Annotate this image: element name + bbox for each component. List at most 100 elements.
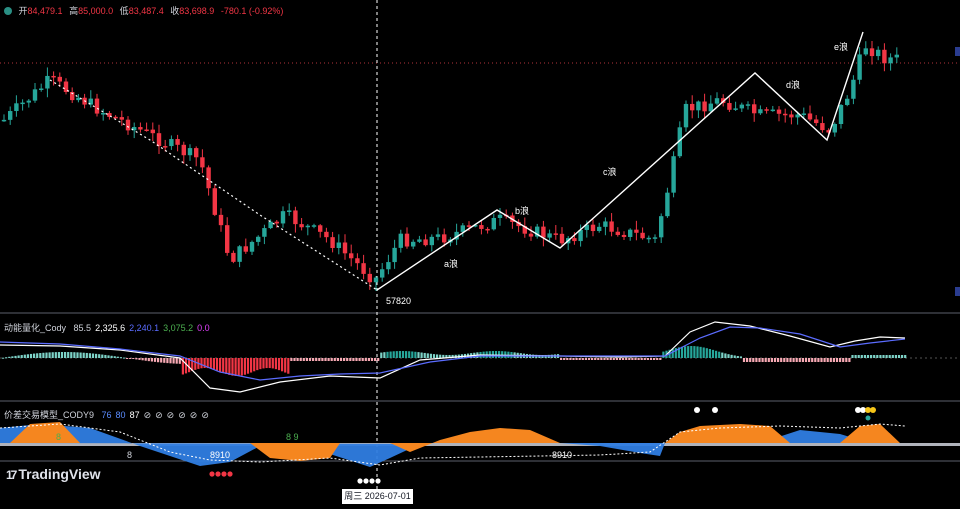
momentum-bar-138 xyxy=(429,353,432,358)
candle-body-113 xyxy=(702,101,707,112)
wave-e-label: e浪 xyxy=(834,41,848,52)
momentum-bar-102 xyxy=(318,358,321,361)
momentum-bar-28 xyxy=(88,353,91,358)
momentum-bar-0 xyxy=(2,357,5,359)
candle-body-110 xyxy=(683,103,689,128)
candle-body-47 xyxy=(293,210,298,225)
momentum-bar-45 xyxy=(141,358,144,361)
momentum-bar-248 xyxy=(770,358,773,362)
momentum-bar-130 xyxy=(405,351,408,358)
candle-body-62 xyxy=(386,262,391,270)
candle-body-97 xyxy=(603,221,608,227)
momentum-bar-104 xyxy=(324,358,327,361)
momentum-bar-287 xyxy=(891,355,894,358)
candle-body-118 xyxy=(733,108,738,110)
wave-d-label: d浪 xyxy=(786,79,800,90)
orange-area-1 xyxy=(10,422,80,443)
momentum-bar-226 xyxy=(702,347,705,358)
momentum-bar-220 xyxy=(684,346,687,358)
momentum-bar-17 xyxy=(54,352,57,358)
momentum-bar-286 xyxy=(888,355,891,358)
momentum-bar-289 xyxy=(897,355,901,358)
momentum-bar-62 xyxy=(194,358,197,370)
close-value: 83,698.9 xyxy=(179,6,215,16)
momentum-bar-76 xyxy=(237,358,240,376)
chart-marks xyxy=(209,407,876,484)
candle-body-42 xyxy=(262,228,267,237)
momentum-bar-211 xyxy=(656,358,659,360)
momentum-bar-238 xyxy=(739,356,742,358)
tradingview-logo: 17 TradingView xyxy=(6,466,101,482)
high-label: 高 xyxy=(69,6,79,16)
indicator1-value-4: 0.0 xyxy=(197,323,210,333)
spread-annotation-4: 8910 xyxy=(552,450,572,460)
signal-dot-yellow-0 xyxy=(865,407,871,413)
candle-body-140 xyxy=(869,48,875,57)
indicator1-value-1: 2,325.6 xyxy=(95,323,126,333)
orange-area-2 xyxy=(250,443,340,461)
momentum-bar-247 xyxy=(767,358,770,362)
candle-body-115 xyxy=(714,98,720,104)
indicator2-legend[interactable]: 价差交易模型_CODY9 76 80 87 ⊘ ⊘ ⊘ ⊘ ⊘ ⊘ xyxy=(4,408,213,421)
momentum-bar-66 xyxy=(206,358,209,369)
change-value: -780.1 (-0.92%) xyxy=(220,6,284,16)
candle-body-1 xyxy=(8,111,13,120)
chart-grid xyxy=(0,0,960,489)
momentum-bar-145 xyxy=(451,354,454,358)
momentum-bar-227 xyxy=(705,348,708,358)
momentum-bar-259 xyxy=(804,358,808,362)
signal-dot-white-b-0 xyxy=(855,407,861,413)
momentum-bar-230 xyxy=(715,350,718,358)
momentum-bar-93 xyxy=(290,358,293,361)
momentum-bar-240 xyxy=(746,358,749,362)
momentum-bar-84 xyxy=(262,358,265,369)
momentum-bar-16 xyxy=(51,352,54,358)
candle-body-112 xyxy=(696,101,701,111)
candle-body-83 xyxy=(516,221,521,227)
spread-annotation-0: 8 xyxy=(56,432,61,442)
momentum-bar-285 xyxy=(885,355,888,358)
signal-dot-white-b-1 xyxy=(860,407,866,413)
candle-body-102 xyxy=(634,229,639,233)
momentum-bar-135 xyxy=(420,352,423,358)
momentum-bar-108 xyxy=(336,358,339,361)
momentum-bar-143 xyxy=(445,354,448,358)
momentum-bar-92 xyxy=(287,358,290,374)
momentum-bar-50 xyxy=(157,358,160,363)
candle-body-134 xyxy=(832,123,837,133)
indicator1-legend[interactable]: 动能量化_Cody 85.5 2,325.6 2,240.1 3,075.2 0.0 xyxy=(4,321,214,334)
momentum-bar-38 xyxy=(119,357,122,359)
momentum-bar-126 xyxy=(392,351,395,358)
momentum-bar-205 xyxy=(637,358,640,360)
momentum-bar-95 xyxy=(296,358,299,361)
candle-body-94 xyxy=(584,224,589,230)
momentum-bar-114 xyxy=(355,358,358,361)
momentum-bar-41 xyxy=(129,358,132,359)
momentum-bar-56 xyxy=(175,358,178,364)
momentum-bar-103 xyxy=(321,358,324,361)
momentum-bar-260 xyxy=(808,358,811,362)
signal-dot-yellow-1 xyxy=(870,407,876,413)
momentum-bar-100 xyxy=(312,358,315,361)
crosshair-date-label: 周三 2026-07-01 xyxy=(342,489,413,504)
momentum-bar-44 xyxy=(138,358,141,360)
momentum-bar-51 xyxy=(160,358,163,363)
momentum-bar-52 xyxy=(163,358,166,363)
signal-dot-white-0 xyxy=(694,407,700,413)
momentum-bar-162 xyxy=(504,351,507,358)
momentum-bar-185 xyxy=(575,358,578,360)
momentum-bar-42 xyxy=(132,358,135,359)
momentum-bar-64 xyxy=(200,358,203,369)
signal-dot-red-0 xyxy=(209,471,215,477)
momentum-bar-291 xyxy=(904,355,907,358)
momentum-bar-244 xyxy=(758,358,761,362)
momentum-bar-115 xyxy=(358,358,361,361)
momentum-bar-81 xyxy=(253,358,256,372)
close-label: 收 xyxy=(170,6,180,16)
momentum-bar-120 xyxy=(374,358,377,361)
momentum-bar-189 xyxy=(587,358,591,360)
momentum-bar-30 xyxy=(95,353,98,358)
signal-dot-red-3 xyxy=(227,471,233,477)
momentum-bar-224 xyxy=(696,346,699,358)
